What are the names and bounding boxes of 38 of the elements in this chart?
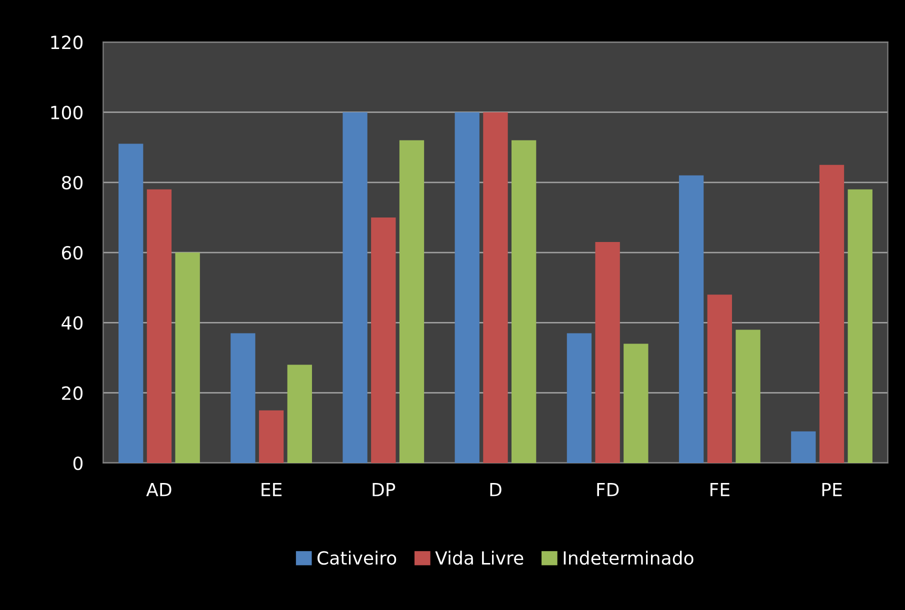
bar <box>791 431 816 463</box>
legend-label: Indeterminado <box>564 550 694 565</box>
x-tick-label: D <box>490 482 502 496</box>
bar <box>736 330 760 463</box>
bar <box>287 364 312 463</box>
bar <box>258 410 284 463</box>
bar <box>707 294 732 463</box>
bar <box>371 217 396 463</box>
bar <box>566 333 592 463</box>
bar <box>399 140 424 463</box>
x-tick-label: FD <box>597 482 619 496</box>
bar <box>624 344 648 463</box>
y-tick-label: 80 <box>62 176 83 190</box>
y-tick-label: 120 <box>51 36 83 50</box>
bar <box>819 164 844 463</box>
y-tick-label: 20 <box>62 386 83 400</box>
y-tick-label: 100 <box>51 106 83 120</box>
bar <box>483 112 508 463</box>
y-tick-label: 60 <box>62 246 83 260</box>
bar <box>512 140 536 463</box>
legend-label: Vida Livre <box>435 550 524 565</box>
bar <box>175 252 200 463</box>
bar <box>146 189 172 463</box>
y-tick-label: 0 <box>73 456 83 470</box>
bar <box>595 242 620 463</box>
bar <box>342 112 368 463</box>
bar <box>848 189 872 463</box>
bar <box>454 112 480 463</box>
x-tick-label: PE <box>822 482 842 496</box>
x-tick-label: AD <box>146 482 172 496</box>
y-tick-label: 40 <box>62 316 83 330</box>
legend-label: Cativeiro <box>318 550 396 565</box>
x-tick-label: FE <box>710 482 730 496</box>
bar <box>118 144 144 463</box>
x-tick-label: EE <box>262 482 282 496</box>
bar <box>230 333 256 463</box>
bar <box>678 175 704 463</box>
x-tick-label: DP <box>372 482 396 496</box>
